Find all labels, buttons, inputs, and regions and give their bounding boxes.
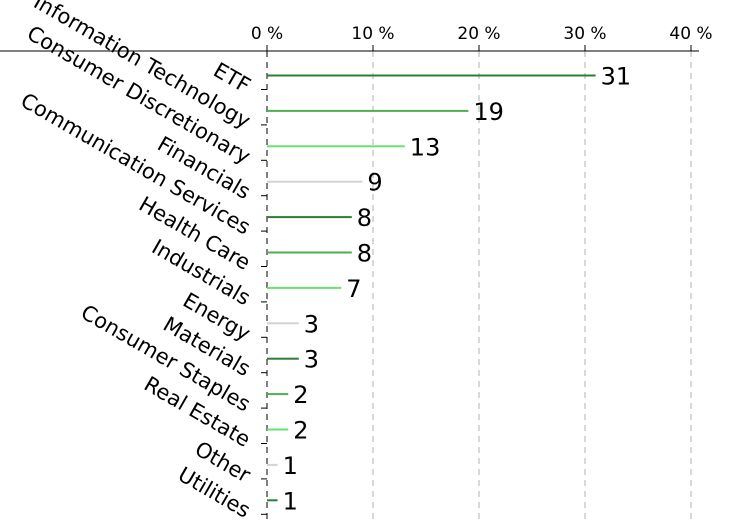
bar (267, 251, 352, 254)
data-label: 13 (410, 133, 441, 161)
data-label: 7 (346, 275, 361, 303)
bar (267, 499, 278, 502)
bar (267, 393, 289, 396)
x-tick-label: 0 % (251, 24, 283, 44)
data-label: 3 (304, 310, 319, 338)
bar (267, 286, 342, 289)
data-label: 31 (601, 63, 632, 91)
data-label: 2 (293, 381, 308, 409)
x-tick-label: 20 % (457, 24, 500, 44)
bar (267, 357, 299, 360)
data-label: 19 (473, 98, 504, 126)
data-label: 8 (357, 240, 372, 268)
x-tick-label: 30 % (563, 24, 606, 44)
data-label: 2 (293, 417, 308, 445)
bar (267, 145, 405, 148)
bar (267, 216, 352, 219)
data-label: 8 (357, 204, 372, 232)
grid-lines (372, 51, 692, 522)
data-label: 1 (283, 452, 298, 480)
x-tick-label: 40 % (669, 24, 712, 44)
bars (267, 74, 596, 502)
bar (267, 322, 299, 325)
bar (267, 74, 596, 77)
bar (267, 463, 278, 466)
data-label: 3 (304, 346, 319, 374)
x-tick-label: 10 % (351, 24, 394, 44)
bar (267, 428, 289, 431)
axes (0, 45, 699, 522)
data-label: 9 (367, 169, 382, 197)
bar (267, 180, 363, 183)
bar (267, 109, 469, 112)
data-label: 1 (283, 487, 298, 515)
